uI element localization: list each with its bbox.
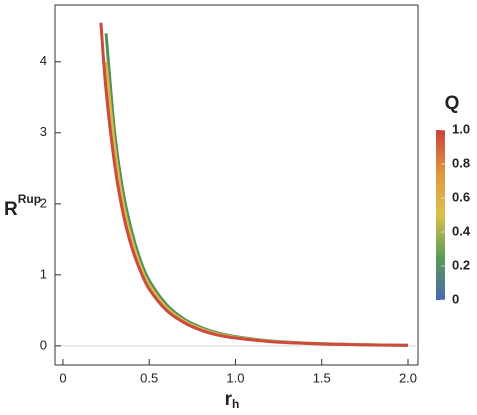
colorbar [436, 130, 445, 300]
curve [104, 33, 409, 347]
y-tick-label: 1 [40, 266, 47, 281]
colorbar-tick-label: 0.4 [452, 223, 471, 238]
y-label-base: R [4, 199, 18, 220]
colorbar-tick-label: 0.6 [452, 189, 470, 204]
x-tick-label: 1.5 [313, 370, 331, 385]
x-tick-label: 0 [59, 370, 66, 385]
colorbar-tick-label: 0.2 [452, 257, 470, 272]
curve [99, 22, 409, 347]
y-tick-label: 2 [40, 195, 47, 210]
y-tick-label: 4 [40, 53, 47, 68]
x-tick-label: 0.5 [140, 370, 158, 385]
y-tick-label: 3 [40, 124, 47, 139]
x-label-base: r [225, 389, 233, 410]
x-tick-label: 1.0 [226, 370, 244, 385]
y-axis-label: RRup [4, 192, 41, 220]
plot-frame [54, 4, 419, 366]
x-label-sub: h [232, 397, 239, 411]
x-axis-label: rh [225, 389, 240, 411]
y-tick-label: 0 [40, 337, 47, 352]
colorbar-tick-label: 0.8 [452, 155, 470, 170]
y-label-sup: Rup [18, 192, 41, 206]
curve [104, 61, 409, 347]
colorbar-tick-label: 1.0 [452, 121, 470, 136]
colorbar-tick-label: 0 [452, 291, 459, 306]
x-tick-label: 2.0 [399, 370, 417, 385]
colorbar-title: Q [445, 93, 460, 114]
